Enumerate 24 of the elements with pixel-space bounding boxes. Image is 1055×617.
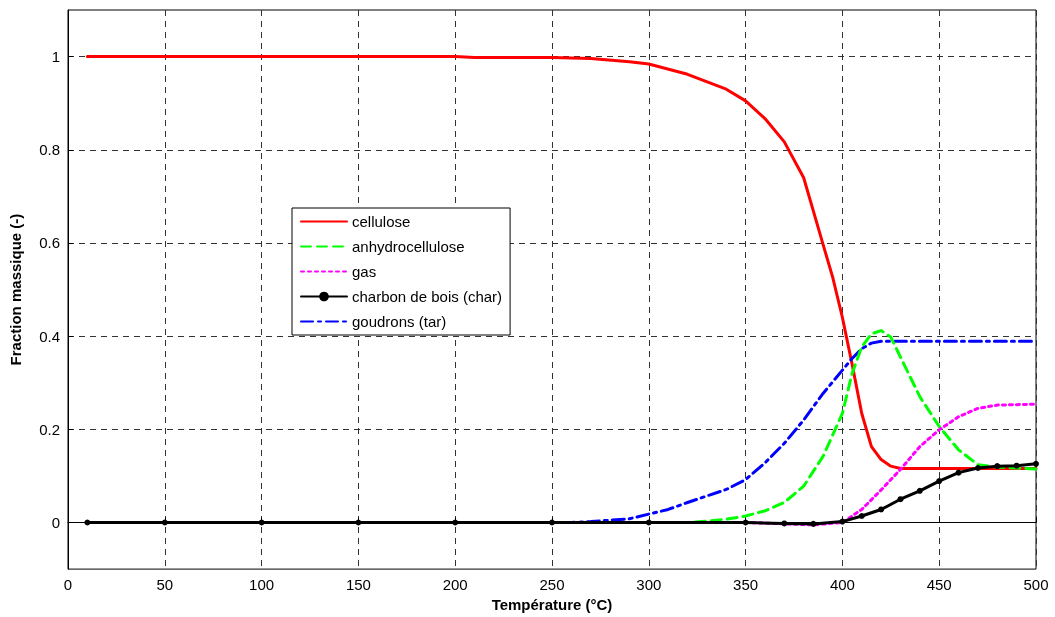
x-tick-label: 450 (926, 576, 952, 594)
x-tick-label: 0 (63, 576, 73, 594)
x-tick-label: 250 (539, 576, 565, 594)
x-tick-label: 200 (442, 576, 468, 594)
x-tick-label: 150 (345, 576, 371, 594)
x-tick-label: 500 (1023, 576, 1049, 594)
y-tick-label: 0 (51, 514, 60, 532)
y-tick-label: 0.2 (39, 420, 60, 438)
y-tick-label: 0.4 (39, 327, 60, 345)
x-tick-label: 100 (249, 576, 275, 594)
y-axis-title: Fraction massique (-) (7, 213, 24, 366)
legend-label: goudrons (tar) (352, 313, 447, 330)
x-axis-title: Température (°C) (491, 596, 613, 613)
x-tick-label: 300 (636, 576, 662, 594)
y-tick-label: 1 (51, 48, 60, 66)
x-tick-label: 50 (156, 576, 174, 594)
y-tick-label: 0.6 (39, 234, 60, 252)
legend-label: anhydrocellulose (352, 238, 465, 255)
legend-label: gas (352, 263, 377, 280)
y-tick-label: 0.8 (39, 141, 60, 159)
legend-label: charbon de bois (char) (352, 288, 503, 305)
x-tick-label: 400 (829, 576, 855, 594)
x-tick-label: 350 (733, 576, 759, 594)
legend-label: cellulose (352, 213, 411, 230)
